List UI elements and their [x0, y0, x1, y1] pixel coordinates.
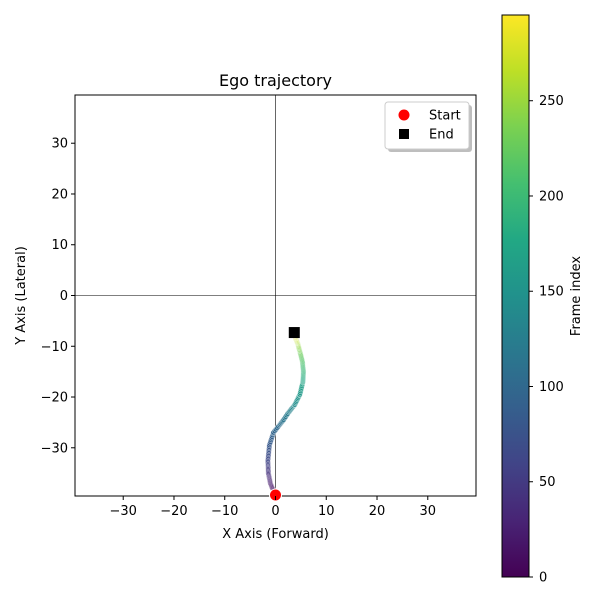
y-tick-label: 30: [51, 137, 68, 152]
colorbar-tick-label: 150: [539, 285, 564, 300]
legend-end-label: End: [429, 128, 454, 143]
y-tick-label: 10: [51, 238, 68, 253]
y-axis-label: Y Axis (Lateral): [14, 246, 29, 346]
x-ticks: −30 −20 −10 0 10 20 30: [110, 496, 437, 519]
y-tick-label: −30: [41, 441, 68, 456]
x-axis-label: X Axis (Forward): [222, 527, 329, 542]
y-tick-label: −10: [41, 340, 68, 355]
colorbar-tick-label: 0: [539, 571, 547, 586]
y-tick-label: −20: [41, 391, 68, 406]
x-tick-label: 10: [318, 504, 335, 519]
x-tick-label: −10: [211, 504, 238, 519]
x-tick-label: 20: [369, 504, 386, 519]
legend: Start End: [384, 101, 472, 152]
colorbar-tick-label: 100: [539, 380, 564, 395]
colorbar-ticks: 0 50 100 150 200 250: [529, 94, 564, 586]
legend-start-swatch: [398, 109, 410, 121]
colorbar-tick-label: 250: [539, 94, 564, 109]
legend-start-label: Start: [429, 109, 461, 124]
end-marker: [288, 327, 300, 339]
legend-end-swatch: [399, 129, 409, 139]
colorbar-label: Frame index: [569, 256, 584, 337]
x-tick-label: 30: [420, 504, 437, 519]
colorbar: [501, 14, 530, 578]
x-tick-label: −20: [160, 504, 187, 519]
colorbar-tick-label: 50: [539, 475, 556, 490]
x-tick-label: −30: [110, 504, 137, 519]
colorbar-tick-label: 200: [539, 189, 564, 204]
chart-title: Ego trajectory: [219, 71, 332, 90]
y-tick-label: 0: [60, 289, 68, 304]
x-tick-label: 0: [271, 504, 279, 519]
y-ticks: −30 −20 −10 0 10 20 30: [41, 137, 75, 456]
start-marker: [269, 488, 282, 502]
y-tick-label: 20: [51, 187, 68, 202]
